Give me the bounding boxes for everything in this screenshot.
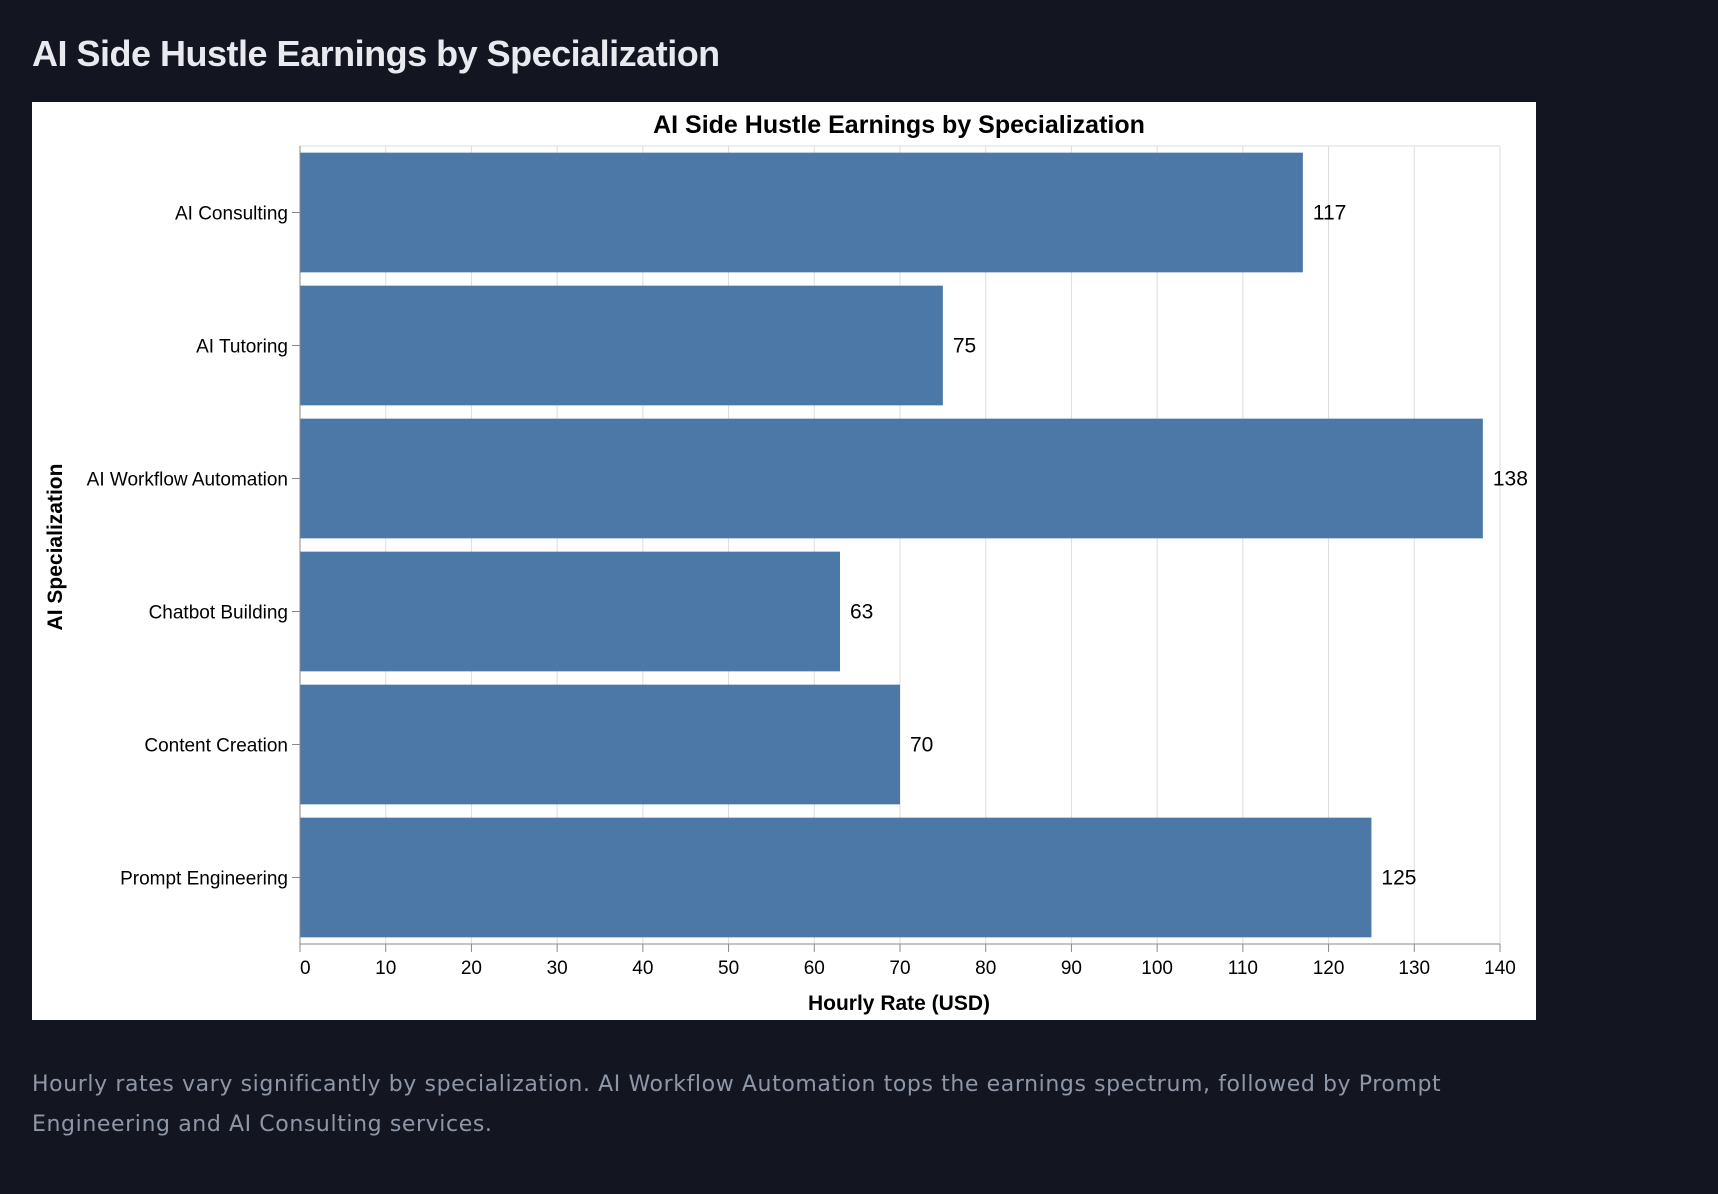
x-tick-label: 0 xyxy=(300,958,311,979)
data-label: 70 xyxy=(910,734,933,757)
x-tick-label: 120 xyxy=(1313,958,1345,979)
data-label: 138 xyxy=(1493,468,1528,491)
y-tick-label: Chatbot Building xyxy=(149,603,288,624)
bars xyxy=(300,152,1483,938)
data-label: 125 xyxy=(1381,867,1416,890)
y-tick-label: Prompt Engineering xyxy=(120,869,288,890)
x-tick-label: 70 xyxy=(889,958,910,979)
data-label: 75 xyxy=(953,335,976,358)
x-axis-title: Hourly Rate (USD) xyxy=(808,992,990,1015)
x-tick-label: 40 xyxy=(632,958,653,979)
bar-chart: AI Side Hustle Earnings by Specializatio… xyxy=(44,111,1528,1015)
value-labels: 117 75 138 63 70 125 xyxy=(850,202,1528,890)
bar xyxy=(300,817,1372,938)
x-tick-label: 110 xyxy=(1228,958,1258,979)
x-tick-label: 50 xyxy=(718,958,739,979)
y-axis: AI Consulting AI Tutoring AI Workflow Auto… xyxy=(87,146,301,944)
gridlines xyxy=(299,145,1501,944)
y-tick-label: AI Consulting xyxy=(175,204,288,225)
chart-title: AI Side Hustle Earnings by Specializatio… xyxy=(653,111,1145,139)
chart-card: AI Side Hustle Earnings by Specializatio… xyxy=(32,102,1536,1020)
bar xyxy=(300,285,943,406)
x-tick-label: 140 xyxy=(1484,958,1516,979)
x-axis: 0 10 20 30 40 50 60 70 80 90 100 110 120 130 140 xyxy=(299,943,1516,979)
x-tick-label: 10 xyxy=(375,958,396,979)
y-axis-title: AI Specialization xyxy=(44,464,67,631)
x-tick-label: 100 xyxy=(1141,958,1173,979)
x-tick-label: 30 xyxy=(547,958,568,979)
bar xyxy=(300,551,840,672)
y-tick-label: Content Creation xyxy=(144,736,288,757)
page-title: AI Side Hustle Earnings by Specializatio… xyxy=(32,33,720,74)
x-tick-label: 60 xyxy=(804,958,825,979)
x-tick-label: 80 xyxy=(975,958,996,979)
x-tick-label: 90 xyxy=(1061,958,1082,979)
bar xyxy=(300,152,1303,273)
y-tick-label: AI Tutoring xyxy=(196,337,288,358)
data-label: 117 xyxy=(1313,202,1346,225)
x-tick-label: 20 xyxy=(461,958,482,979)
chart-caption: Hourly rates vary significantly by speci… xyxy=(32,1072,1442,1137)
data-label: 63 xyxy=(850,601,873,624)
bar xyxy=(300,684,900,805)
x-tick-label: 130 xyxy=(1398,958,1430,979)
y-tick-label: AI Workflow Automation xyxy=(87,470,288,491)
bar xyxy=(300,418,1483,539)
